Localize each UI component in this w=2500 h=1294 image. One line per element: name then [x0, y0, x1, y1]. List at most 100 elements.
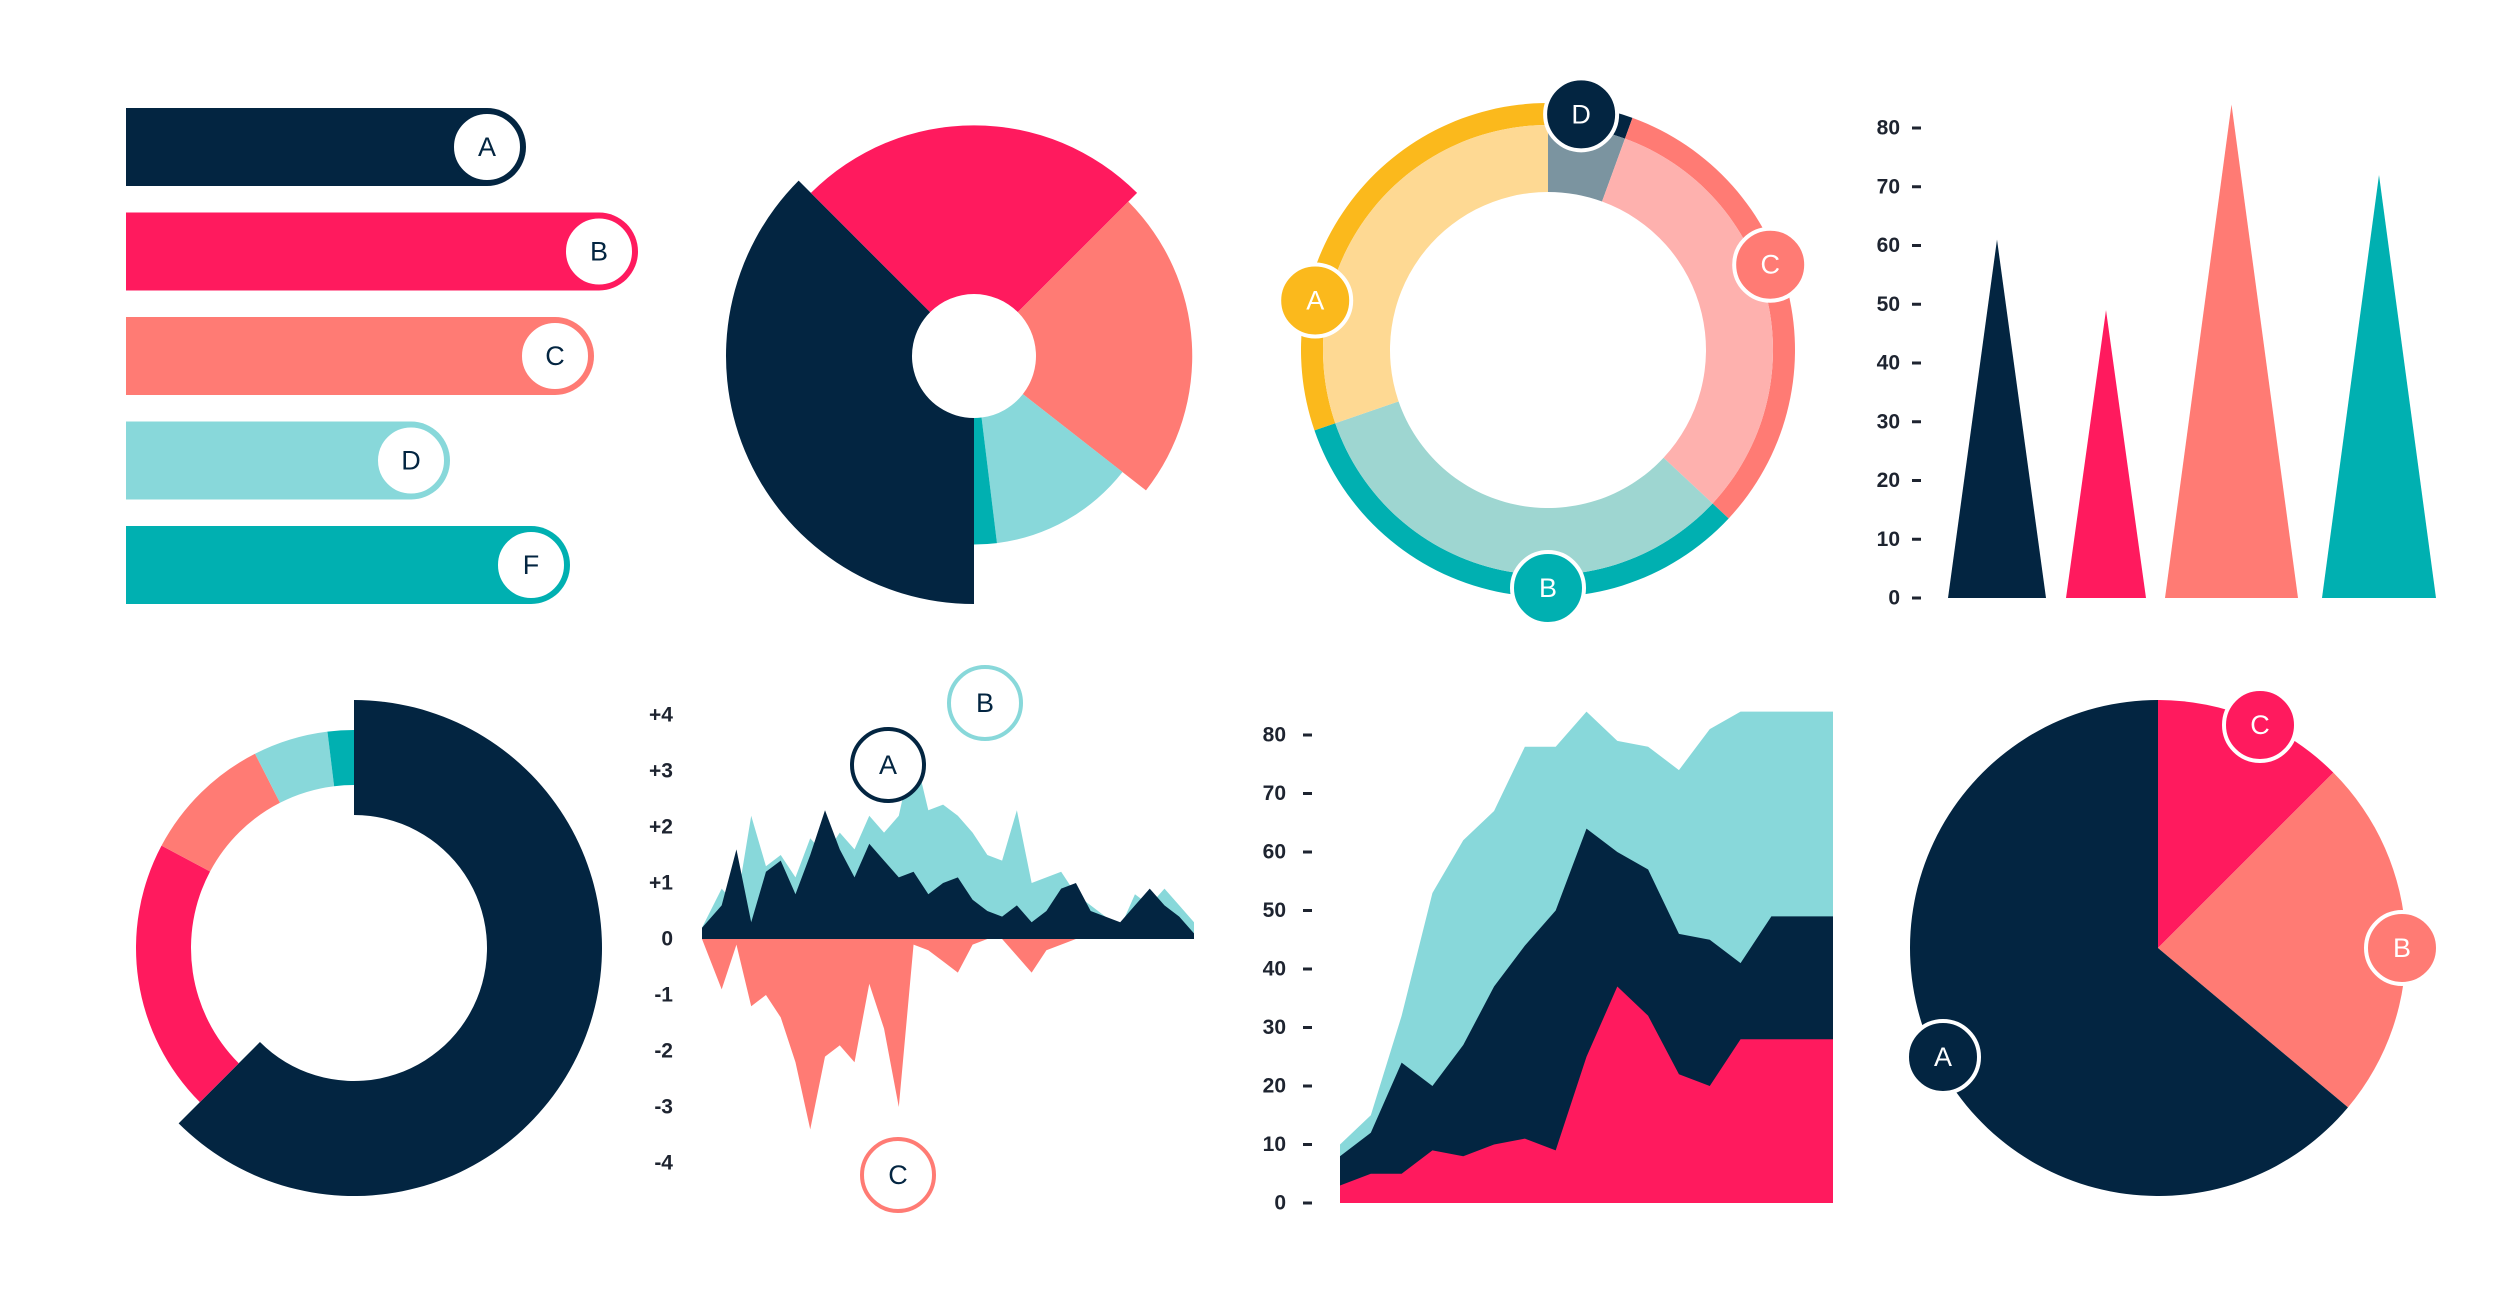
bar-label-c: C	[545, 341, 565, 371]
label-badge-a: A	[1277, 262, 1354, 339]
y-tick-label: 50	[1263, 899, 1286, 922]
horizontal-bar-chart: A B C D F	[126, 108, 638, 604]
y-tick-label: 10	[1263, 1133, 1286, 1156]
sunburst-slice-teal	[974, 417, 997, 545]
ring-band-c	[1624, 117, 1796, 519]
mountain-area-c	[702, 939, 1194, 1130]
pie-chart: C B A	[1905, 687, 2440, 1196]
badge-label-d: D	[1571, 99, 1591, 129]
y-tick-label: 20	[1263, 1075, 1286, 1098]
badge-circle	[2364, 910, 2440, 986]
ring-band-a	[1300, 103, 1548, 431]
badge-circle	[374, 423, 448, 498]
badge-circle	[518, 319, 592, 393]
y-tick-label: -3	[654, 1096, 673, 1119]
pie-slice-b	[2158, 772, 2407, 1108]
triangle-bar	[2066, 310, 2146, 598]
radial-slice-pink	[136, 845, 239, 1103]
badge-circle	[947, 665, 1023, 741]
y-tick-label: +1	[649, 872, 673, 895]
badge-circle	[494, 528, 568, 602]
badge-circle	[1905, 1019, 1981, 1095]
bar-f	[126, 526, 570, 604]
y-tick-label: +4	[649, 704, 673, 727]
ring-chart: D C B A	[1277, 76, 1809, 626]
ring-fill-b	[1335, 401, 1713, 575]
badge-circle	[1277, 262, 1354, 339]
badge-circle	[1543, 76, 1620, 153]
bar-b	[126, 212, 638, 291]
y-tick-label: -2	[654, 1040, 673, 1063]
ring-band-b	[1314, 423, 1729, 597]
triangle-bar	[1948, 239, 2046, 598]
y-tick-label: 40	[1877, 352, 1900, 375]
mountain-area-chart: +4 +3 +2 +1 0 -1 -2 -3 -4 B A C	[649, 665, 1194, 1213]
bar-label-badge: A	[450, 110, 524, 184]
y-tick-label: -1	[654, 984, 673, 1007]
sunburst-slice-aqua	[981, 394, 1123, 544]
y-tick-label: 20	[1877, 469, 1900, 492]
y-tick-label: 0	[1888, 587, 1900, 610]
y-tick-label: 10	[1877, 528, 1900, 551]
stacked-area-pink	[1340, 986, 1833, 1203]
badge-label-c: C	[1760, 250, 1780, 280]
label-badge-c: C	[2222, 687, 2298, 763]
bar-a	[126, 108, 526, 186]
y-tick-label: 80	[1877, 117, 1900, 140]
y-tick-label: 0	[661, 928, 673, 951]
badge-label-b: B	[976, 688, 994, 718]
radial-donut-chart	[136, 700, 603, 1196]
label-badge-b: B	[947, 665, 1023, 741]
y-tick-label: 60	[1877, 234, 1900, 257]
badge-circle	[860, 1137, 936, 1213]
radial-slice-teal	[327, 730, 354, 787]
bar-d	[126, 421, 450, 500]
triangle-bar	[2322, 175, 2436, 598]
y-tick-label: 0	[1274, 1192, 1286, 1215]
label-badge-d: D	[1543, 76, 1620, 153]
label-badge-b: B	[1510, 550, 1586, 626]
badge-circle	[562, 214, 636, 289]
label-badge-c: C	[1732, 226, 1809, 303]
pie-slice-c	[2158, 700, 2334, 948]
label-badge-c: C	[860, 1137, 936, 1213]
y-tick-label: 30	[1263, 1016, 1286, 1039]
pie-slice-a	[1909, 700, 2348, 1196]
y-tick-label: 80	[1263, 724, 1286, 747]
badge-circle	[1732, 226, 1809, 303]
sunburst-slice-navy	[726, 180, 974, 604]
sunburst-slice-pink	[810, 125, 1138, 313]
badge-label-a: A	[1934, 1042, 1952, 1072]
bar-label-badge: F	[494, 528, 568, 602]
y-tick-label: -4	[654, 1152, 673, 1175]
bar-label-d: D	[401, 446, 421, 476]
bar-label-badge: B	[562, 214, 636, 289]
y-tick-label: 40	[1263, 958, 1286, 981]
y-tick-label: +2	[649, 816, 673, 839]
triangle-bar-chart: 0 10 20 30 40 50 60 70 80	[1877, 104, 2436, 610]
badge-circle	[1510, 550, 1586, 626]
radial-slice-aqua	[255, 731, 335, 803]
badge-label-c: C	[2250, 710, 2270, 740]
badge-circle	[850, 727, 926, 803]
triangle-bar	[2165, 104, 2298, 598]
badge-label-b: B	[1539, 573, 1557, 603]
bar-label-badge: D	[374, 423, 448, 498]
label-badge-a: A	[850, 727, 926, 803]
badge-label-a: A	[879, 750, 897, 780]
bar-label-a: A	[478, 132, 496, 162]
y-tick-label: 70	[1877, 175, 1900, 198]
bar-label-badge: C	[518, 319, 592, 393]
badge-circle	[2222, 687, 2298, 763]
ring-fill-a	[1322, 125, 1548, 424]
badge-label-a: A	[1306, 286, 1324, 316]
label-badge-a: A	[1905, 1019, 1981, 1095]
y-tick-label: 50	[1877, 293, 1900, 316]
badge-label-c: C	[888, 1160, 908, 1190]
stacked-area-chart: 0 10 20 30 40 50 60 70 80	[1263, 711, 1833, 1215]
sunburst-chart	[726, 125, 1193, 604]
y-tick-label: +3	[649, 760, 673, 783]
sunburst-slice-coral	[1017, 201, 1193, 491]
bar-label-b: B	[590, 237, 608, 267]
